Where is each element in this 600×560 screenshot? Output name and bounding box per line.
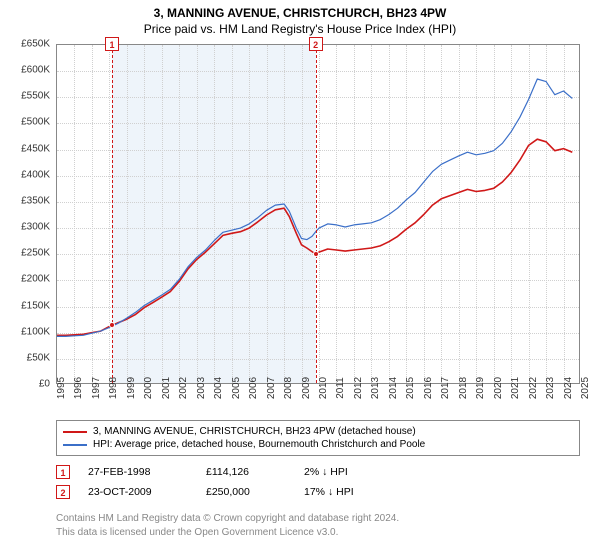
x-axis-label: 1998 [108, 377, 119, 399]
sale-row-marker: 2 [56, 485, 70, 499]
x-axis-label: 2022 [528, 377, 539, 399]
legend-label: 3, MANNING AVENUE, CHRISTCHURCH, BH23 4P… [93, 426, 416, 437]
x-axis-label: 2021 [510, 377, 521, 399]
sale-price: £114,126 [206, 466, 286, 478]
sale-date: 27-FEB-1998 [88, 466, 188, 478]
sale-marker-box: 2 [309, 37, 323, 51]
legend-box: 3, MANNING AVENUE, CHRISTCHURCH, BH23 4P… [56, 420, 580, 456]
x-axis-label: 1999 [126, 377, 137, 399]
x-axis-label: 2024 [563, 377, 574, 399]
legend-swatch [63, 431, 87, 433]
sale-row: 2 23-OCT-2009 £250,000 17% ↓ HPI [56, 482, 580, 502]
x-axis-label: 1995 [56, 377, 67, 399]
y-axis-label: £200K [21, 274, 50, 285]
sales-list: 1 27-FEB-1998 £114,126 2% ↓ HPI 2 23-OCT-2009… [56, 462, 580, 502]
x-axis-label: 2007 [266, 377, 277, 399]
x-axis-label: 2015 [405, 377, 416, 399]
legend-swatch [63, 444, 87, 446]
footer-line: This data is licensed under the Open Gov… [56, 526, 580, 540]
chart-title: 3, MANNING AVENUE, CHRISTCHURCH, BH23 4P… [0, 0, 600, 20]
sale-marker-line [112, 45, 113, 383]
x-axis-label: 2013 [370, 377, 381, 399]
x-axis-label: 2019 [475, 377, 486, 399]
sale-marker-box: 1 [105, 37, 119, 51]
chart-container: 3, MANNING AVENUE, CHRISTCHURCH, BH23 4P… [0, 0, 600, 560]
x-axis-label: 2025 [580, 377, 591, 399]
sale-marker-dot [313, 251, 319, 257]
y-axis-label: £600K [21, 65, 50, 76]
y-axis-label: £300K [21, 222, 50, 233]
x-axis-label: 2011 [335, 377, 346, 399]
y-axis-label: £450K [21, 143, 50, 154]
sale-price: £250,000 [206, 486, 286, 498]
x-axis-label: 2002 [178, 377, 189, 399]
series-hpi [57, 79, 572, 336]
y-axis-label: £250K [21, 248, 50, 259]
x-axis-label: 1996 [73, 377, 84, 399]
legend-item: 3, MANNING AVENUE, CHRISTCHURCH, BH23 4P… [63, 425, 573, 438]
x-axis-label: 2001 [161, 377, 172, 399]
x-axis-label: 1997 [91, 377, 102, 399]
y-axis-label: £400K [21, 169, 50, 180]
footer-line: Contains HM Land Registry data © Crown c… [56, 512, 580, 526]
x-axis-label: 2000 [143, 377, 154, 399]
x-axis-label: 2010 [318, 377, 329, 399]
y-axis-label: £50K [27, 352, 50, 363]
x-axis-label: 2008 [283, 377, 294, 399]
sale-marker-dot [109, 322, 115, 328]
plot-region: 12 [56, 44, 580, 384]
chart-area: 12 £0 £50K £100K £150K £200K £250K £300K £350K £… [10, 44, 590, 414]
y-axis-label: £150K [21, 300, 50, 311]
x-axis-label: 2020 [493, 377, 504, 399]
y-axis-label: £650K [21, 39, 50, 50]
x-axis-label: 2003 [196, 377, 207, 399]
sale-marker-line [316, 45, 317, 383]
sale-pct-vs-hpi: 2% ↓ HPI [304, 466, 434, 478]
legend-label: HPI: Average price, detached house, Bour… [93, 439, 425, 450]
x-axis-label: 2023 [545, 377, 556, 399]
x-axis-label: 2006 [248, 377, 259, 399]
sale-pct-vs-hpi: 17% ↓ HPI [304, 486, 434, 498]
line-layer [57, 45, 579, 383]
y-axis-label: £500K [21, 117, 50, 128]
series-price_paid [57, 139, 572, 335]
x-axis-label: 2018 [458, 377, 469, 399]
y-axis-label: £550K [21, 91, 50, 102]
attribution-footer: Contains HM Land Registry data © Crown c… [56, 512, 580, 539]
x-axis-label: 2012 [353, 377, 364, 399]
sale-row-marker: 1 [56, 465, 70, 479]
legend-item: HPI: Average price, detached house, Bour… [63, 438, 573, 451]
sale-row: 1 27-FEB-1998 £114,126 2% ↓ HPI [56, 462, 580, 482]
x-axis-label: 2009 [301, 377, 312, 399]
x-axis-label: 2014 [388, 377, 399, 399]
x-axis-label: 2004 [213, 377, 224, 399]
x-axis-label: 2017 [440, 377, 451, 399]
chart-subtitle: Price paid vs. HM Land Registry's House … [0, 20, 600, 42]
x-axis-label: 2016 [423, 377, 434, 399]
y-axis-label: £0 [39, 379, 50, 390]
x-axis-label: 2005 [231, 377, 242, 399]
sale-date: 23-OCT-2009 [88, 486, 188, 498]
y-axis-label: £350K [21, 195, 50, 206]
y-axis-label: £100K [21, 326, 50, 337]
